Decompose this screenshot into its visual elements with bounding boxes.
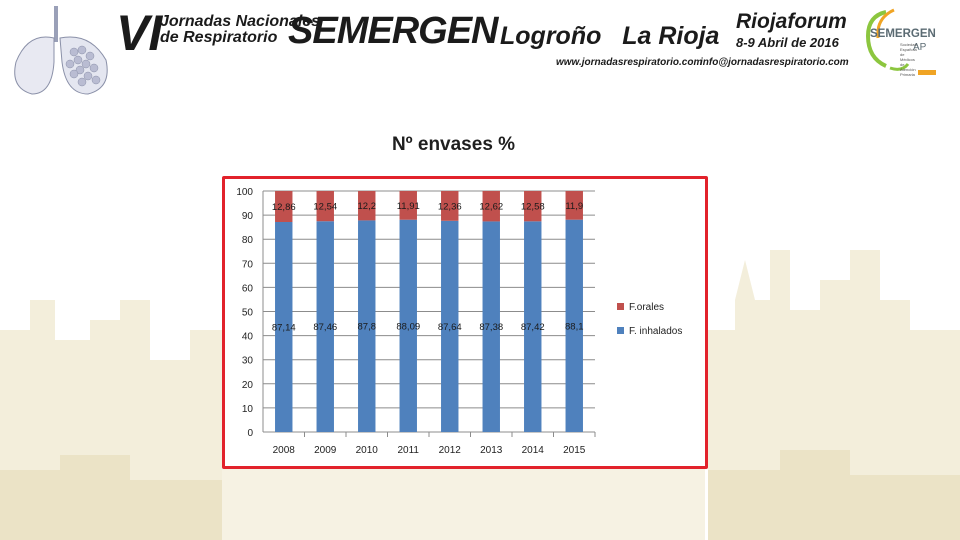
- bar-orales: [441, 191, 459, 221]
- data-label: 12,54: [313, 202, 337, 213]
- y-tick-label: 10: [242, 404, 254, 415]
- x-tick-label: 2009: [314, 445, 337, 456]
- y-tick-label: 40: [242, 332, 254, 343]
- stacked-bar-chart: 0 10 20 30 40 50 60 70 80 90 100 2008 87,14 12,86 2009…: [236, 187, 682, 456]
- legend-swatch: [617, 303, 624, 310]
- event-website: www.jornadasrespiratorio.com: [556, 57, 703, 68]
- event-dates: 8-9 Abril de 2016: [736, 35, 839, 50]
- bar-inhalados: [358, 220, 376, 432]
- event-venue: Riojaforum: [736, 10, 847, 33]
- chart-frame: 0 10 20 30 40 50 60 70 80 90 100 2008 87,14 12,86 2009…: [222, 176, 708, 469]
- event-name: Jornadas Nacionales de Respiratorio: [160, 14, 320, 46]
- data-label: 11,9: [565, 201, 583, 212]
- brand-name: SEMERGEN: [288, 10, 498, 52]
- semergen-swirl-icon: [865, 8, 910, 71]
- semergen-logo: SEMERGEN AP Sociedad Española de Médicos…: [856, 6, 950, 80]
- bar-inhalados: [399, 219, 417, 432]
- bar-inhalados: [524, 221, 542, 432]
- y-tick-label: 90: [242, 211, 254, 222]
- y-tick-label: 50: [242, 308, 254, 319]
- x-tick-label: 2011: [397, 445, 419, 456]
- y-tick-label: 100: [236, 187, 253, 198]
- data-label: 88,1: [565, 321, 584, 332]
- bar-orales: [565, 191, 583, 220]
- bar-inhalados: [482, 221, 500, 432]
- bar-inhalados: [275, 221, 293, 432]
- x-tick-label: 2010: [356, 445, 379, 456]
- legend-label: F. inhalados: [629, 326, 682, 337]
- data-label: 87,46: [313, 322, 337, 333]
- edition-number: VI: [116, 5, 162, 61]
- x-tick-label: 2014: [522, 445, 545, 456]
- data-label: 12,62: [479, 202, 503, 213]
- bar-orales: [316, 191, 334, 222]
- legend-swatch: [617, 327, 624, 334]
- bar-inhalados: [316, 221, 334, 432]
- data-label: 87,64: [438, 322, 462, 333]
- chart-title: Nº envases %: [391, 134, 516, 155]
- lungs-illustration: [14, 6, 108, 95]
- data-label: 12,58: [521, 202, 545, 213]
- bar-orales: [275, 191, 293, 222]
- bar-inhalados: [565, 219, 583, 432]
- bar-orales: [358, 191, 376, 221]
- y-tick-label: 60: [242, 283, 254, 294]
- logo-name: SEMERGEN: [870, 28, 936, 40]
- logo-suffix: AP: [913, 42, 927, 53]
- y-tick-label: 20: [242, 380, 254, 391]
- data-label: 87,14: [272, 322, 296, 333]
- bar-orales: [524, 191, 542, 222]
- y-tick-label: 70: [242, 259, 254, 270]
- y-tick-label: 30: [242, 356, 254, 367]
- data-label: 88,09: [396, 321, 420, 332]
- data-label: 12,36: [438, 201, 462, 212]
- logo-subtitle: Sociedad Española de Médicos de Atención…: [900, 42, 917, 77]
- bar-orales: [399, 191, 417, 220]
- event-header: VI Jornadas Nacionales de Respiratorio S…: [0, 0, 960, 105]
- bar-inhalados: [441, 220, 459, 432]
- event-name-line2: de Respiratorio: [160, 29, 278, 46]
- bar-orales: [482, 191, 500, 222]
- y-tick-label: 0: [247, 428, 253, 439]
- data-label: 87,38: [479, 322, 503, 333]
- x-tick-label: 2015: [563, 445, 586, 456]
- data-label: 12,86: [272, 202, 296, 213]
- event-email: info@jornadasrespiratorio.com: [700, 57, 849, 68]
- x-tick-label: 2008: [273, 445, 296, 456]
- x-tick-label: 2012: [439, 445, 462, 456]
- event-name-line1: Jornadas Nacionales: [160, 13, 321, 30]
- x-tick-label: 2013: [480, 445, 503, 456]
- data-label: 87,8: [358, 322, 377, 333]
- data-label: 11,91: [397, 201, 420, 212]
- legend-label: F.orales: [629, 302, 664, 313]
- data-label: 12,2: [358, 201, 377, 212]
- y-tick-label: 80: [242, 235, 254, 246]
- event-city: Logroño La Rioja: [500, 22, 720, 50]
- logo-tag: [918, 70, 936, 75]
- data-label: 87,42: [521, 322, 545, 333]
